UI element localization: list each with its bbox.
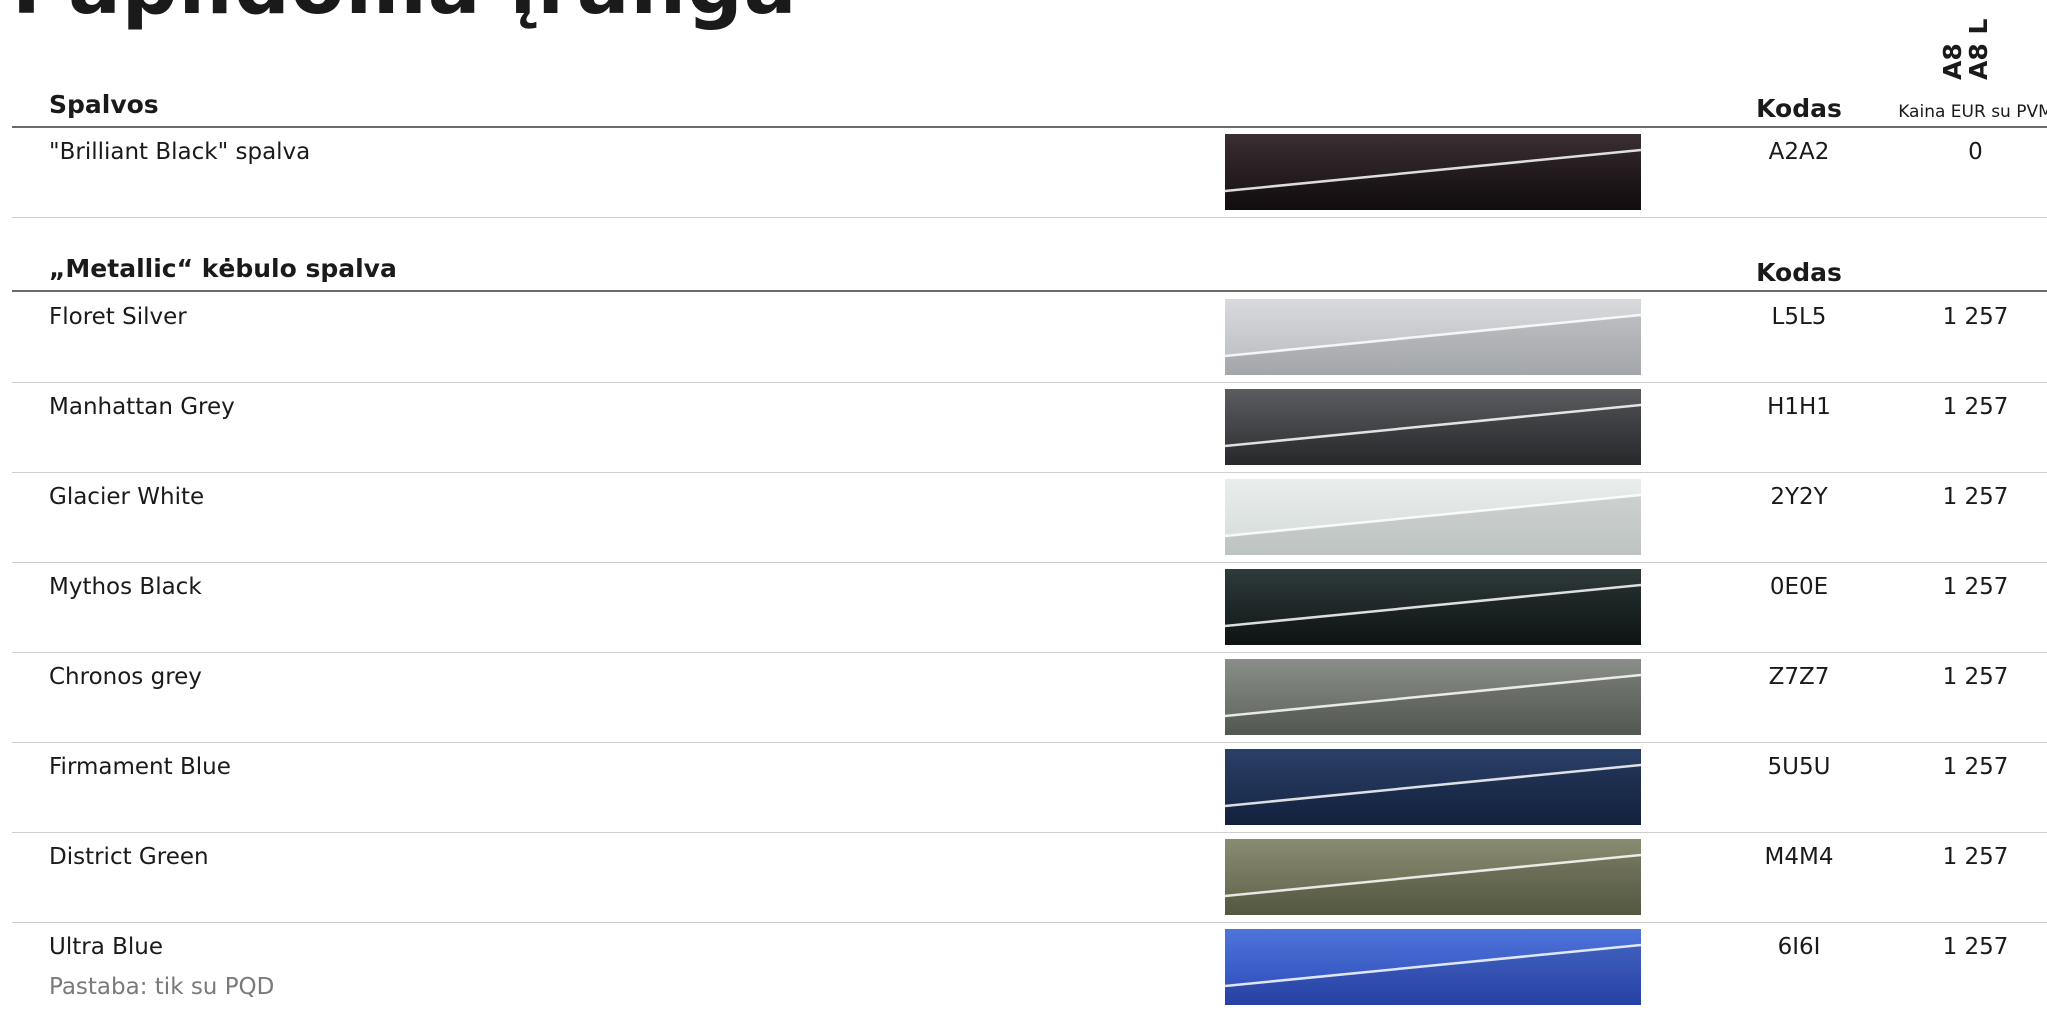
color-swatch xyxy=(1225,659,1641,735)
section-title: „Metallic“ kėbulo spalva xyxy=(49,254,397,283)
color-swatch xyxy=(1225,389,1641,465)
color-name: "Brilliant Black" spalva xyxy=(49,139,311,165)
color-note: Pastaba: tik su PQD xyxy=(49,974,275,1000)
color-name: Mythos Black xyxy=(49,574,202,600)
table-row: Mythos Black 0E0E 1 257 xyxy=(12,562,2047,653)
color-name: District Green xyxy=(49,844,209,870)
color-swatch xyxy=(1225,569,1641,645)
table-row: Ultra Blue Pastaba: tik su PQD 6I6I 1 25… xyxy=(12,922,2047,1021)
color-price: 1 257 xyxy=(1942,574,2009,600)
color-swatch xyxy=(1225,299,1641,375)
color-name: Floret Silver xyxy=(49,304,187,330)
color-code: 2Y2Y xyxy=(1770,484,1828,510)
color-swatch xyxy=(1225,134,1641,210)
color-price: 1 257 xyxy=(1942,304,2009,330)
model-column-labels: A8 A8 L xyxy=(1937,8,1999,88)
table-row: Glacier White 2Y2Y 1 257 xyxy=(12,472,2047,563)
code-column-header: Kodas xyxy=(1756,258,1842,287)
model-label-a8-l: A8 L xyxy=(1964,18,1993,80)
code-column-header: Kodas xyxy=(1756,94,1842,123)
table-row: "Brilliant Black" spalva A2A2 0 xyxy=(12,127,2047,218)
color-price: 1 257 xyxy=(1942,484,2009,510)
color-name: Firmament Blue xyxy=(49,754,231,780)
color-code: H1H1 xyxy=(1767,394,1831,420)
color-code: 6I6I xyxy=(1777,934,1821,960)
table-row: Floret Silver L5L5 1 257 xyxy=(12,292,2047,383)
color-swatch xyxy=(1225,929,1641,1005)
color-price: 0 xyxy=(1968,139,1983,165)
section-header-spalvos: Spalvos Kodas Kaina EUR su PVM xyxy=(12,86,2047,128)
color-swatch xyxy=(1225,839,1641,915)
color-swatch xyxy=(1225,479,1641,555)
color-code: A2A2 xyxy=(1768,139,1830,165)
color-code: M4M4 xyxy=(1764,844,1834,870)
color-price: 1 257 xyxy=(1942,844,2009,870)
section-title: Spalvos xyxy=(49,90,159,119)
color-price: 1 257 xyxy=(1942,664,2009,690)
table-row: Manhattan Grey H1H1 1 257 xyxy=(12,382,2047,473)
color-price: 1 257 xyxy=(1942,754,2009,780)
model-label-a8: A8 xyxy=(1938,43,1967,80)
color-name: Glacier White xyxy=(49,484,205,510)
table-row: Firmament Blue 5U5U 1 257 xyxy=(12,742,2047,833)
color-price: 1 257 xyxy=(1942,394,2009,420)
table-row: District Green M4M4 1 257 xyxy=(12,832,2047,923)
price-column-header: Kaina EUR su PVM xyxy=(1898,102,2047,122)
color-price: 1 257 xyxy=(1942,934,2009,960)
table-row: Chronos grey Z7Z7 1 257 xyxy=(12,652,2047,743)
color-code: 5U5U xyxy=(1767,754,1831,780)
color-code: 0E0E xyxy=(1769,574,1829,600)
color-name: Chronos grey xyxy=(49,664,202,690)
color-code: Z7Z7 xyxy=(1768,664,1830,690)
page-title: Papildoma įranga xyxy=(12,0,797,26)
color-name: Manhattan Grey xyxy=(49,394,235,420)
color-name: Ultra Blue xyxy=(49,934,164,960)
section-header-metallic: „Metallic“ kėbulo spalva Kodas xyxy=(12,250,2047,292)
color-swatch xyxy=(1225,749,1641,825)
color-code: L5L5 xyxy=(1771,304,1827,330)
